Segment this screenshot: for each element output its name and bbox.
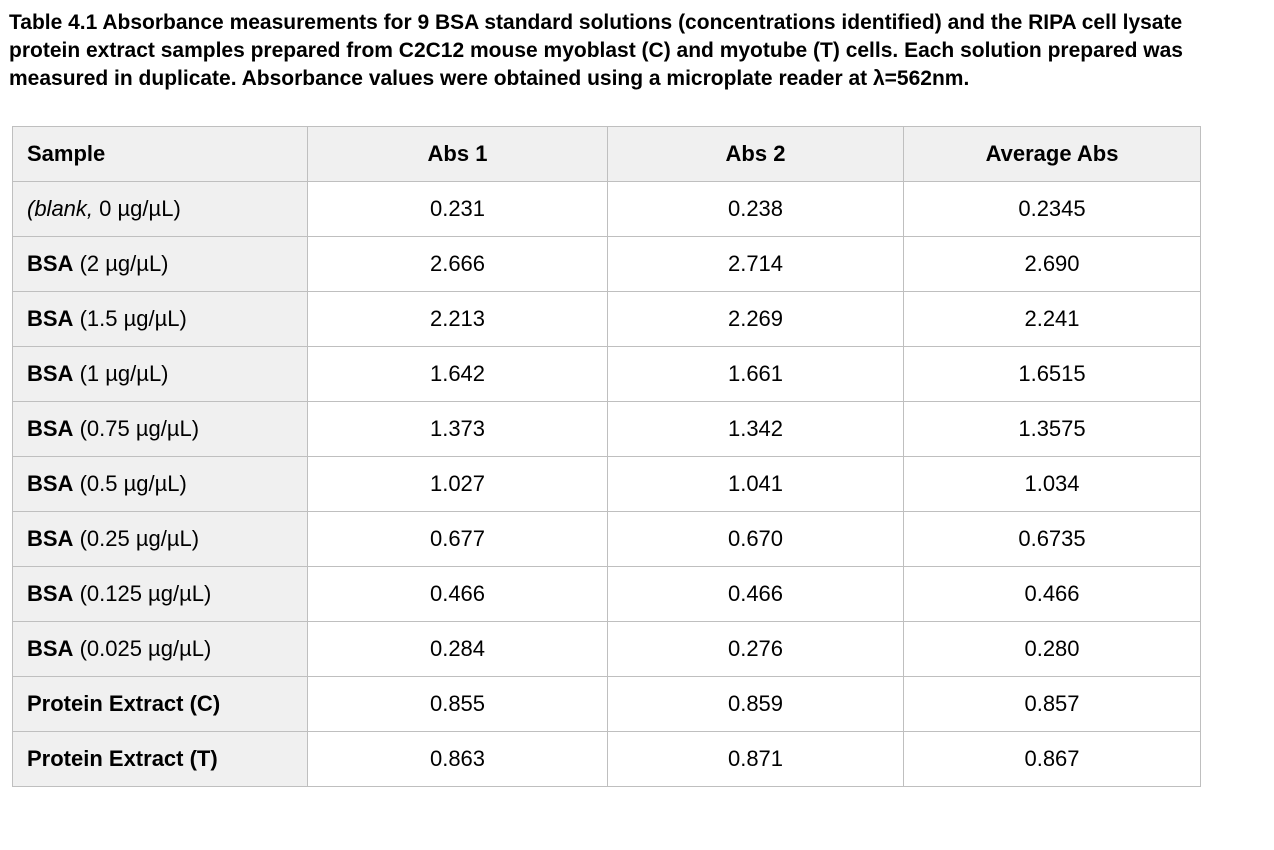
column-header-abs-1: Abs 1 (307, 126, 608, 182)
sample-cell: BSA (0.25 µg/µL) (12, 511, 308, 567)
table-row-8: BSA (0.025 µg/µL) 0.284 0.276 0.280 (12, 621, 1201, 677)
table-row-4: BSA (0.75 µg/µL) 1.373 1.342 1.3575 (12, 401, 1201, 457)
abs2-cell: 2.714 (607, 236, 904, 292)
abs2-cell: 0.238 (607, 181, 904, 237)
average-abs-cell: 1.034 (903, 456, 1201, 512)
sample-cell: Protein Extract (T) (12, 731, 308, 787)
sample-cell: BSA (2 µg/µL) (12, 236, 308, 292)
average-abs-cell: 0.280 (903, 621, 1201, 677)
abs2-cell: 0.276 (607, 621, 904, 677)
table-row-7: BSA (0.125 µg/µL) 0.466 0.466 0.466 (12, 566, 1201, 622)
abs2-cell: 2.269 (607, 291, 904, 347)
average-abs-cell: 0.2345 (903, 181, 1201, 237)
average-abs-cell: 1.3575 (903, 401, 1201, 457)
abs2-cell: 1.041 (607, 456, 904, 512)
average-abs-cell: 2.241 (903, 291, 1201, 347)
sample-cell: Protein Extract (C) (12, 676, 308, 732)
header-row: Sample Abs 1 Abs 2 Average Abs (12, 126, 1201, 182)
sample-label-part: BSA (27, 526, 74, 551)
sample-label-part: BSA (27, 251, 74, 276)
sample-label-part: (2 µg/µL) (73, 251, 169, 276)
sample-cell: BSA (0.025 µg/µL) (12, 621, 308, 677)
column-header-average-abs: Average Abs (903, 126, 1201, 182)
column-header-abs-2: Abs 2 (607, 126, 904, 182)
abs1-cell: 0.677 (307, 511, 608, 567)
abs1-cell: 0.863 (307, 731, 608, 787)
abs1-cell: 0.466 (307, 566, 608, 622)
abs2-cell: 1.661 (607, 346, 904, 402)
abs2-cell: 1.342 (607, 401, 904, 457)
sample-label-part: Protein Extract (C) (27, 691, 221, 716)
sample-label-part: (0.25 µg/µL) (73, 526, 200, 551)
abs1-cell: 1.373 (307, 401, 608, 457)
sample-cell: BSA (1.5 µg/µL) (12, 291, 308, 347)
table-row-1: BSA (2 µg/µL) 2.666 2.714 2.690 (12, 236, 1201, 292)
sample-label-part: (1.5 µg/µL) (73, 306, 187, 331)
column-header-sample: Sample (12, 126, 308, 182)
abs1-cell: 2.666 (307, 236, 608, 292)
sample-cell: (blank, 0 µg/µL) (12, 181, 308, 237)
average-abs-cell: 1.6515 (903, 346, 1201, 402)
abs1-cell: 0.855 (307, 676, 608, 732)
abs1-cell: 0.284 (307, 621, 608, 677)
sample-label-part: BSA (27, 636, 74, 661)
sample-cell: BSA (0.75 µg/µL) (12, 401, 308, 457)
table-row-2: BSA (1.5 µg/µL) 2.213 2.269 2.241 (12, 291, 1201, 347)
sample-label-part: BSA (27, 361, 74, 386)
sample-label-part: 0 µg/µL) (93, 196, 181, 221)
table-row-9: Protein Extract (C) 0.855 0.859 0.857 (12, 676, 1201, 732)
sample-label-part: (blank, (27, 196, 94, 221)
sample-label-part: BSA (27, 306, 74, 331)
average-abs-cell: 0.6735 (903, 511, 1201, 567)
sample-cell: BSA (0.5 µg/µL) (12, 456, 308, 512)
sample-label-part: Protein Extract (T) (27, 746, 218, 771)
sample-label-part: BSA (27, 581, 74, 606)
absorbance-table: Sample Abs 1 Abs 2 Average Abs (blank, 0 µg… (12, 126, 1201, 787)
sample-label-part: (0.5 µg/µL) (73, 471, 187, 496)
abs2-cell: 0.871 (607, 731, 904, 787)
sample-label-part: (0.125 µg/µL) (73, 581, 212, 606)
abs2-cell: 0.859 (607, 676, 904, 732)
abs2-cell: 0.466 (607, 566, 904, 622)
table-caption: Table 4.1 Absorbance measurements for 9 … (9, 11, 1183, 90)
average-abs-cell: 0.857 (903, 676, 1201, 732)
table-body: (blank, 0 µg/µL) 0.231 0.238 0.2345 BSA (2 µ… (12, 181, 1201, 787)
abs1-cell: 2.213 (307, 291, 608, 347)
sample-label-part: BSA (27, 471, 74, 496)
average-abs-cell: 0.867 (903, 731, 1201, 787)
table-row-0: (blank, 0 µg/µL) 0.231 0.238 0.2345 (12, 181, 1201, 237)
average-abs-cell: 0.466 (903, 566, 1201, 622)
abs1-cell: 0.231 (307, 181, 608, 237)
sample-cell: BSA (1 µg/µL) (12, 346, 308, 402)
sample-label-part: (1 µg/µL) (73, 361, 169, 386)
abs1-cell: 1.642 (307, 346, 608, 402)
average-abs-cell: 2.690 (903, 236, 1201, 292)
sample-label-part: BSA (27, 416, 74, 441)
abs1-cell: 1.027 (307, 456, 608, 512)
table-row-6: BSA (0.25 µg/µL) 0.677 0.670 0.6735 (12, 511, 1201, 567)
sample-cell: BSA (0.125 µg/µL) (12, 566, 308, 622)
abs2-cell: 0.670 (607, 511, 904, 567)
table-row-5: BSA (0.5 µg/µL) 1.027 1.041 1.034 (12, 456, 1201, 512)
sample-label-part: (0.75 µg/µL) (73, 416, 200, 441)
table-row-10: Protein Extract (T) 0.863 0.871 0.867 (12, 731, 1201, 787)
table-row-3: BSA (1 µg/µL) 1.642 1.661 1.6515 (12, 346, 1201, 402)
sample-label-part: (0.025 µg/µL) (73, 636, 212, 661)
